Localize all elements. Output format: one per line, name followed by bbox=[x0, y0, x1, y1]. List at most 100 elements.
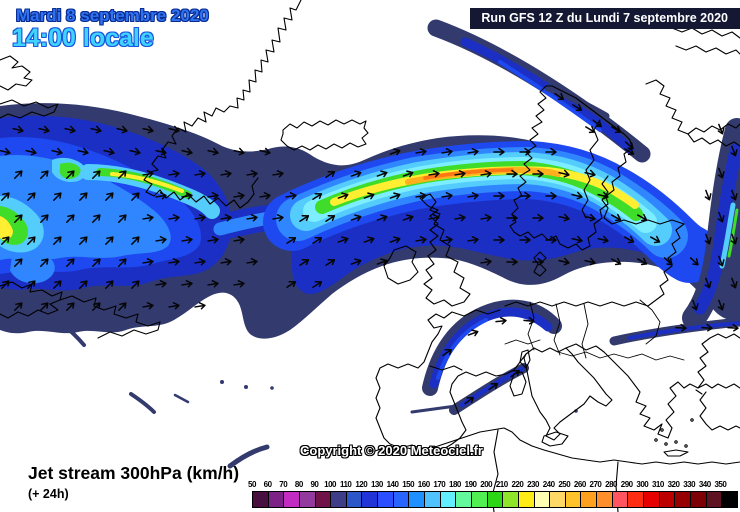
legend-tick-label: 220 bbox=[511, 480, 524, 489]
wind-arrow bbox=[704, 233, 712, 245]
wind-arrow bbox=[480, 214, 492, 222]
wind-arrow bbox=[194, 170, 206, 178]
wind-arrow bbox=[38, 125, 50, 134]
wind-arrow bbox=[207, 236, 219, 244]
wind-arrow bbox=[571, 235, 583, 244]
legend-tick-label: 320 bbox=[667, 480, 680, 489]
wind-arrow bbox=[272, 170, 284, 178]
wind-arrow bbox=[207, 192, 219, 200]
legend-cell bbox=[612, 492, 629, 507]
wind-arrow bbox=[40, 302, 49, 311]
map-title: Jet stream 300hPa (km/h) bbox=[28, 463, 240, 483]
wind-arrow bbox=[493, 235, 505, 244]
wind-arrow bbox=[194, 214, 206, 222]
wind-arrow bbox=[584, 257, 596, 266]
wind-arrow bbox=[14, 302, 23, 311]
wind-arrow bbox=[611, 125, 622, 134]
wind-arrow bbox=[246, 214, 258, 222]
wind-arrow bbox=[704, 189, 712, 201]
wind-arrow bbox=[131, 236, 140, 245]
wind-arrow bbox=[730, 189, 738, 201]
wind-arrow bbox=[168, 214, 180, 222]
wind-arrow bbox=[299, 214, 310, 223]
wind-arrow bbox=[181, 236, 193, 244]
wind-arrow bbox=[142, 302, 154, 310]
wind-arrow bbox=[415, 236, 427, 244]
wind-arrow bbox=[285, 192, 297, 200]
wind-arrow bbox=[428, 214, 440, 222]
legend-tick-label: 240 bbox=[542, 480, 555, 489]
legend-tick-label: 270 bbox=[589, 480, 602, 489]
legend-tick-labels: 50 60 70 80 90 100 110 120 130 140 150 160 170 180 190… bbox=[248, 480, 738, 490]
wind-arrow bbox=[118, 302, 127, 311]
wind-arrow bbox=[131, 192, 140, 201]
wind-arrow bbox=[12, 125, 24, 134]
legend-tick-label: 160 bbox=[417, 480, 430, 489]
wind-arrow bbox=[103, 147, 115, 156]
wind-arrow bbox=[53, 280, 62, 289]
legend-tick-label: 170 bbox=[433, 480, 446, 489]
wind-arrow bbox=[168, 170, 180, 178]
wind-arrow bbox=[730, 145, 738, 157]
wind-arrow bbox=[168, 302, 180, 310]
wind-arrow bbox=[312, 192, 323, 201]
wind-arrow bbox=[40, 258, 49, 267]
legend-cell bbox=[284, 492, 300, 507]
wind-arrow bbox=[14, 170, 23, 179]
wind-arrow bbox=[717, 211, 725, 223]
wind-arrow bbox=[155, 147, 167, 156]
legend-cell bbox=[565, 492, 582, 507]
wind-arrow bbox=[259, 147, 271, 156]
wind-arrow bbox=[663, 257, 673, 266]
coast-north-africa bbox=[371, 427, 740, 465]
wind-arrow bbox=[207, 280, 219, 288]
wind-arrow bbox=[402, 214, 414, 222]
legend-tick-label: 350 bbox=[714, 480, 727, 489]
wind-arrow bbox=[105, 192, 114, 201]
wind-arrow bbox=[730, 277, 738, 289]
legend-cell bbox=[581, 492, 598, 507]
wind-arrow bbox=[467, 329, 479, 337]
legend-color-scale: 50 60 70 80 90 100 110 120 130 140 150 160 170 180 190… bbox=[248, 480, 738, 511]
wind-arrow bbox=[389, 148, 401, 156]
wind-arrow bbox=[624, 235, 635, 244]
wind-arrow bbox=[92, 258, 101, 267]
wind-arrow bbox=[233, 192, 245, 200]
legend-tick-label: 150 bbox=[402, 480, 415, 489]
legend-cell bbox=[659, 492, 676, 507]
wind-arrow bbox=[488, 382, 498, 391]
legend-cell bbox=[456, 492, 472, 507]
wind-arrow bbox=[506, 169, 518, 178]
legend-tick-label: 110 bbox=[339, 480, 352, 489]
wind-arrow bbox=[611, 213, 622, 222]
legend-cell bbox=[362, 492, 379, 507]
wind-arrow bbox=[376, 258, 388, 266]
wind-arrows bbox=[0, 92, 739, 405]
wind-arrow bbox=[597, 191, 609, 200]
wind-arrow bbox=[558, 213, 570, 222]
wind-arrow bbox=[66, 214, 75, 223]
wind-arrow bbox=[510, 369, 520, 378]
wind-arrow bbox=[325, 258, 336, 267]
wind-arrow bbox=[79, 236, 88, 245]
wind-arrow bbox=[637, 257, 648, 266]
wind-arrow bbox=[325, 214, 336, 223]
wind-arrow bbox=[168, 258, 180, 266]
jet-bands bbox=[0, 19, 740, 469]
wind-arrow bbox=[506, 213, 518, 222]
wind-arrow bbox=[27, 192, 36, 201]
legend-tick-label: 210 bbox=[495, 480, 508, 489]
wind-arrow bbox=[545, 191, 557, 200]
wind-arrow bbox=[105, 236, 114, 245]
legend-cell bbox=[299, 492, 316, 507]
coast-iceland bbox=[280, 119, 369, 151]
wind-arrow bbox=[464, 396, 474, 405]
wind-arrow bbox=[545, 235, 557, 244]
wind-arrow bbox=[554, 92, 565, 101]
wind-arrow bbox=[312, 280, 323, 289]
wind-arrow bbox=[181, 147, 193, 156]
wind-arrow bbox=[79, 280, 88, 289]
wind-arrow bbox=[1, 192, 10, 201]
coast-great-britain bbox=[419, 193, 471, 307]
wind-arrow bbox=[77, 147, 89, 156]
